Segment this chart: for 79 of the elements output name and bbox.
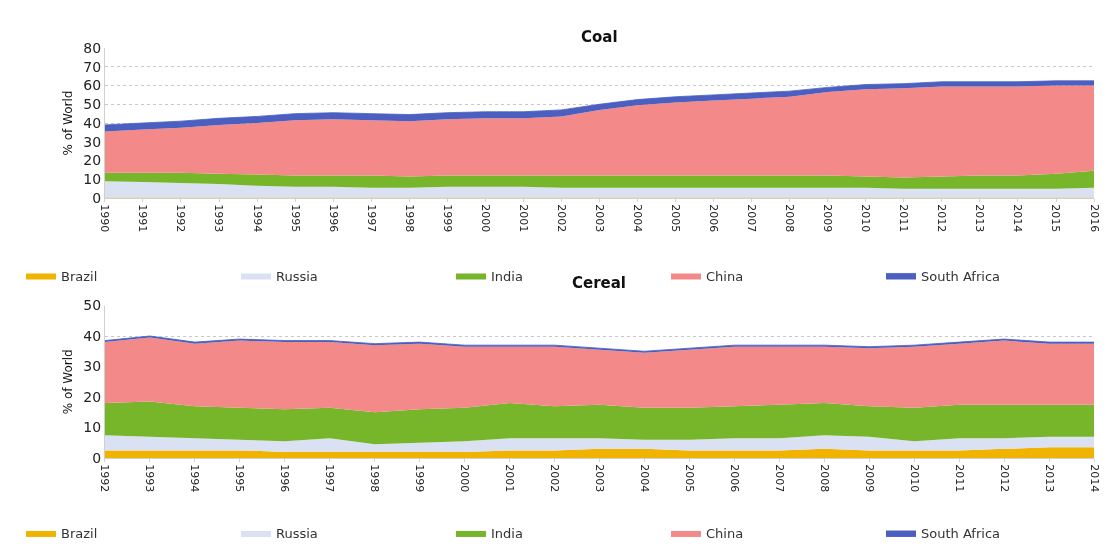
y-tick-label: 30 bbox=[83, 133, 102, 150]
x-tick-label: 2008 bbox=[817, 464, 831, 493]
x-tick-label: 2014 bbox=[1087, 464, 1101, 493]
x-tick-label: 2007 bbox=[745, 204, 759, 233]
x-tick-label: 1994 bbox=[250, 204, 264, 233]
y-tick-label: 0 bbox=[92, 189, 102, 206]
x-tick-label: 2010 bbox=[859, 204, 873, 233]
y-axis-title: % of World bbox=[60, 349, 75, 415]
chart-title: Cereal bbox=[572, 274, 627, 292]
x-tick-label: 1996 bbox=[278, 464, 292, 493]
y-tick-label: 30 bbox=[83, 358, 102, 375]
x-tick-label: 1992 bbox=[98, 464, 112, 493]
y-tick-label: 20 bbox=[83, 388, 102, 405]
legend-label: India bbox=[491, 526, 523, 542]
y-axis-title: % of World bbox=[60, 90, 75, 156]
y-tick-label: 10 bbox=[83, 171, 102, 188]
y-tick-label: 70 bbox=[83, 58, 102, 75]
y-tick-label: 80 bbox=[83, 39, 102, 56]
x-tick-label: 1995 bbox=[233, 464, 247, 493]
legend-label: Brazil bbox=[61, 268, 98, 284]
x-tick-label: 1997 bbox=[364, 204, 378, 233]
x-tick-label: 1993 bbox=[143, 464, 157, 493]
x-tick-label: 2007 bbox=[772, 464, 786, 493]
x-tick-label: 2002 bbox=[547, 464, 561, 493]
x-tick-label: 2003 bbox=[592, 464, 606, 493]
legend-label: China bbox=[706, 268, 744, 284]
x-tick-label: 1996 bbox=[326, 204, 340, 233]
legend-label: South Africa bbox=[921, 526, 1000, 542]
x-tick-label: 2000 bbox=[458, 464, 472, 493]
x-tick-label: 1992 bbox=[174, 204, 188, 233]
x-tick-label: 2010 bbox=[907, 464, 921, 493]
y-tick-label: 40 bbox=[83, 327, 102, 344]
x-tick-label: 2014 bbox=[1011, 204, 1025, 233]
x-tick-label: 2016 bbox=[1087, 204, 1101, 233]
x-tick-label: 2015 bbox=[1049, 204, 1063, 233]
x-tick-label: 2001 bbox=[516, 204, 530, 233]
x-tick-label: 1998 bbox=[368, 464, 382, 493]
x-tick-label: 2013 bbox=[973, 204, 987, 233]
y-tick-label: 40 bbox=[83, 114, 102, 131]
x-tick-label: 2004 bbox=[637, 464, 651, 493]
x-tick-label: 2012 bbox=[935, 204, 949, 233]
x-tick-label: 2001 bbox=[502, 464, 516, 493]
x-tick-label: 2003 bbox=[592, 204, 606, 233]
x-tick-label: 2000 bbox=[478, 204, 492, 233]
x-tick-label: 2005 bbox=[669, 204, 682, 233]
x-tick-label: 1999 bbox=[440, 204, 454, 233]
x-tick-label: 2013 bbox=[1042, 464, 1056, 493]
x-tick-label: 2009 bbox=[821, 204, 835, 233]
chart-title: Coal bbox=[581, 28, 618, 46]
y-tick-label: 20 bbox=[83, 152, 102, 169]
y-tick-label: 0 bbox=[92, 449, 102, 466]
x-tick-label: 1994 bbox=[188, 464, 202, 493]
x-tick-label: 2004 bbox=[630, 204, 644, 233]
y-tick-label: 60 bbox=[83, 77, 102, 94]
x-tick-label: 1990 bbox=[98, 204, 112, 233]
x-tick-label: 2012 bbox=[997, 464, 1011, 493]
x-tick-label: 1999 bbox=[413, 464, 427, 493]
legend-label: South Africa bbox=[921, 268, 1000, 284]
x-tick-label: 2002 bbox=[554, 204, 568, 233]
x-tick-label: 2011 bbox=[897, 204, 911, 233]
x-tick-label: 2008 bbox=[783, 204, 797, 233]
legend-label: India bbox=[491, 268, 523, 284]
x-tick-label: 1997 bbox=[323, 464, 337, 493]
y-tick-label: 10 bbox=[83, 419, 102, 436]
y-tick-label: 50 bbox=[83, 297, 102, 314]
x-tick-label: 1993 bbox=[212, 204, 226, 233]
x-tick-label: 1998 bbox=[402, 204, 416, 233]
x-tick-label: 1995 bbox=[288, 204, 302, 233]
x-tick-label: 2006 bbox=[727, 464, 741, 493]
legend-label: Russia bbox=[276, 268, 318, 284]
x-tick-label: 2009 bbox=[862, 464, 876, 493]
legend-label: China bbox=[706, 526, 744, 542]
x-tick-label: 2005 bbox=[682, 464, 696, 493]
x-tick-label: 2011 bbox=[952, 464, 966, 493]
legend-label: Russia bbox=[276, 526, 318, 542]
legend-label: Brazil bbox=[61, 526, 98, 542]
x-tick-label: 1991 bbox=[136, 204, 150, 233]
y-tick-label: 50 bbox=[83, 96, 102, 113]
x-tick-label: 2006 bbox=[707, 204, 721, 233]
